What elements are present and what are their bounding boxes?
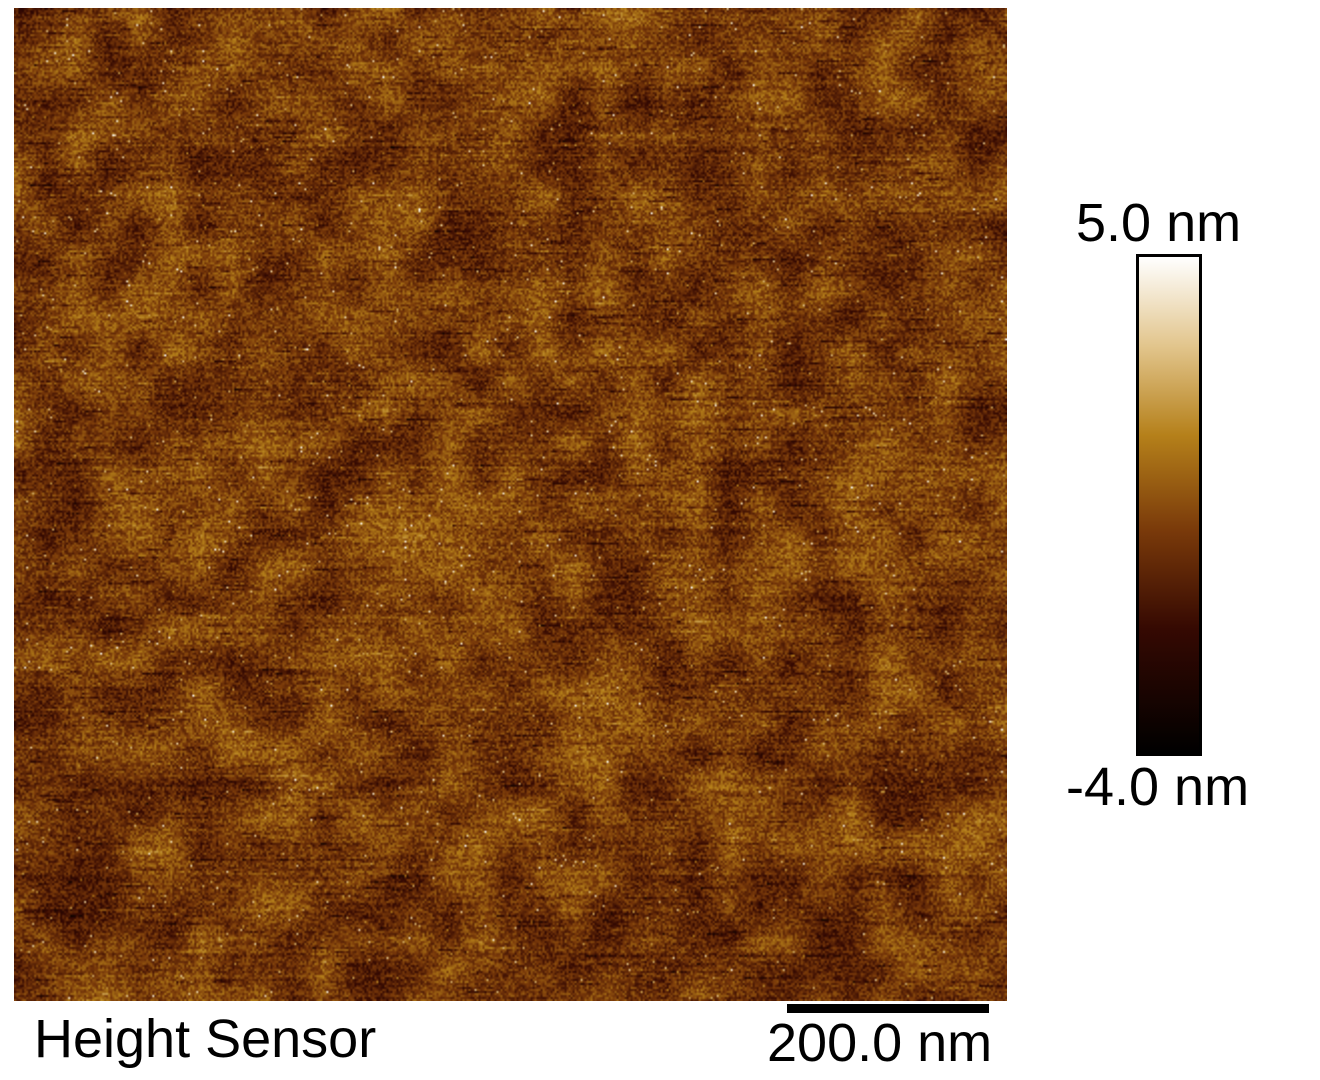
colorbar-gradient — [1139, 257, 1199, 753]
channel-label: Height Sensor — [34, 1009, 377, 1069]
scale-bar-label: 200.0 nm — [767, 1013, 993, 1073]
scale-bar — [787, 1004, 989, 1013]
colorbar-min-label: -4.0 nm — [1066, 757, 1250, 817]
colorbar — [1136, 254, 1202, 756]
afm-height-map — [14, 8, 1007, 1001]
colorbar-max-label: 5.0 nm — [1076, 193, 1242, 253]
